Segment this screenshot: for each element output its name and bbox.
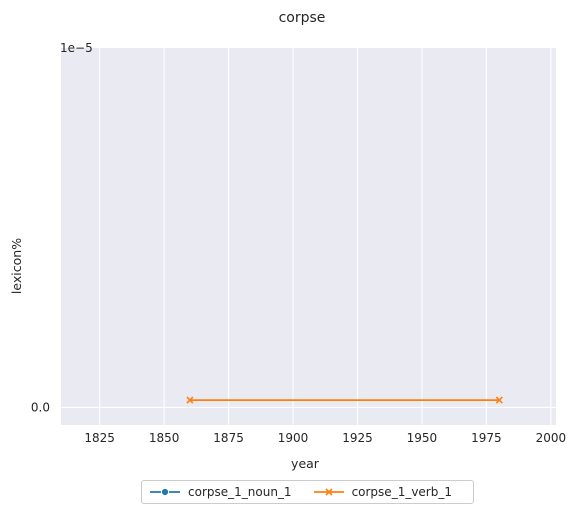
x-tick-label: 1825 xyxy=(84,431,115,445)
data-point xyxy=(186,396,194,404)
legend-item-noun: corpse_1_noun_1 xyxy=(150,485,292,499)
data-point xyxy=(495,396,503,404)
plot-area xyxy=(61,48,556,425)
y-tick-label: 0.0 xyxy=(31,400,50,414)
x-tick-label: 1975 xyxy=(471,431,502,445)
series-layer xyxy=(186,396,503,404)
y-axis-label: lexicon% xyxy=(9,238,24,294)
y-offset-label: 1e−5 xyxy=(60,41,93,55)
legend-line-x-icon xyxy=(313,488,344,496)
x-tick-label: 1950 xyxy=(407,431,438,445)
legend-line-marker-icon xyxy=(150,487,180,497)
x-tick-label: 1925 xyxy=(342,431,373,445)
grid-lines xyxy=(61,48,556,425)
x-tick-label: 1875 xyxy=(213,431,244,445)
series-corpse_1_verb_1 xyxy=(186,396,503,404)
chart-title: corpse xyxy=(279,10,326,26)
legend-label-noun: corpse_1_noun_1 xyxy=(188,485,292,499)
x-tick-label: 1850 xyxy=(149,431,180,445)
legend: corpse_1_noun_1 corpse_1_verb_1 xyxy=(141,480,474,504)
x-tick-label: 2000 xyxy=(536,431,567,445)
tick-labels: 182518501875190019251950197520000.00.51.… xyxy=(31,400,567,445)
x-tick-label: 1900 xyxy=(278,431,309,445)
legend-label-verb: corpse_1_verb_1 xyxy=(351,485,452,499)
legend-item-verb: corpse_1_verb_1 xyxy=(313,485,452,499)
x-axis-label: year xyxy=(291,456,320,471)
